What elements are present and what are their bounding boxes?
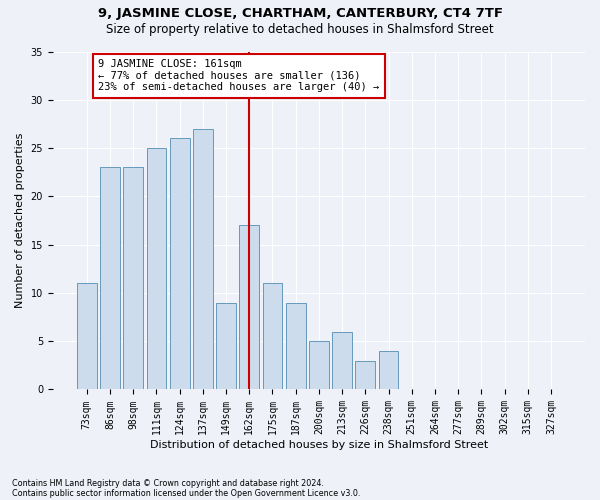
Bar: [170, 138, 190, 390]
Bar: [355, 360, 375, 390]
Text: Contains HM Land Registry data © Crown copyright and database right 2024.: Contains HM Land Registry data © Crown c…: [12, 478, 324, 488]
Bar: [77, 284, 97, 390]
Text: 9 JASMINE CLOSE: 161sqm
← 77% of detached houses are smaller (136)
23% of semi-d: 9 JASMINE CLOSE: 161sqm ← 77% of detache…: [98, 59, 380, 92]
Bar: [124, 168, 143, 390]
Y-axis label: Number of detached properties: Number of detached properties: [15, 133, 25, 308]
Bar: [263, 284, 283, 390]
Bar: [379, 351, 398, 390]
Text: Size of property relative to detached houses in Shalmsford Street: Size of property relative to detached ho…: [106, 22, 494, 36]
Text: 9, JASMINE CLOSE, CHARTHAM, CANTERBURY, CT4 7TF: 9, JASMINE CLOSE, CHARTHAM, CANTERBURY, …: [97, 8, 503, 20]
Bar: [146, 148, 166, 390]
Bar: [309, 341, 329, 390]
Bar: [286, 302, 305, 390]
Bar: [239, 226, 259, 390]
X-axis label: Distribution of detached houses by size in Shalmsford Street: Distribution of detached houses by size …: [150, 440, 488, 450]
Bar: [100, 168, 120, 390]
Bar: [332, 332, 352, 390]
Text: Contains public sector information licensed under the Open Government Licence v3: Contains public sector information licen…: [12, 488, 361, 498]
Bar: [216, 302, 236, 390]
Bar: [193, 129, 213, 390]
